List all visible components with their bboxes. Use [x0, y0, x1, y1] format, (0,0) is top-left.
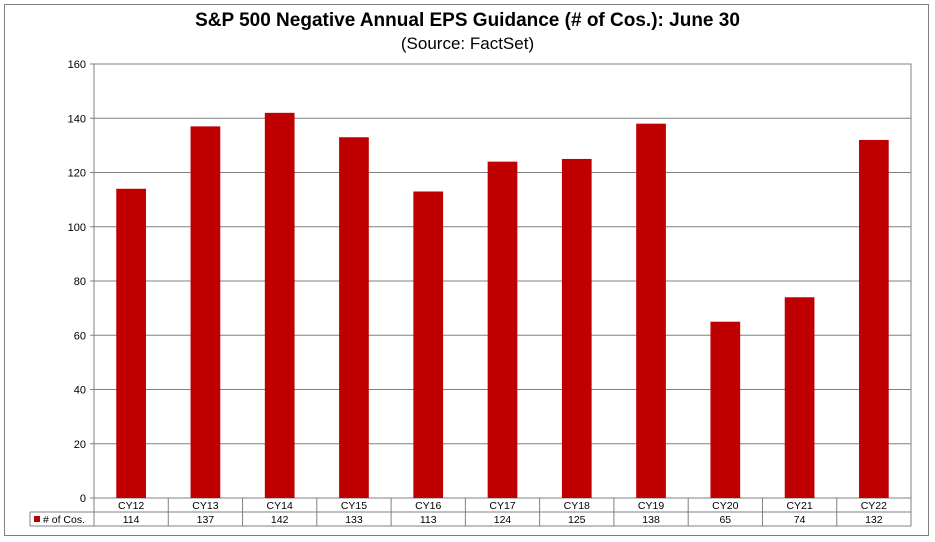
data-label: 132 [865, 514, 883, 526]
y-tick-label: 160 [68, 59, 86, 71]
category-label: CY12 [118, 500, 144, 512]
bar [190, 126, 221, 498]
legend-swatch [34, 516, 40, 522]
data-label: 133 [345, 514, 363, 526]
bar [636, 123, 666, 499]
data-label: 124 [494, 514, 512, 526]
y-tick-label: 20 [74, 439, 86, 451]
category-label: CY20 [712, 500, 738, 512]
category-label: CY14 [267, 500, 293, 512]
category-label: CY19 [638, 500, 664, 512]
data-label: 113 [420, 514, 437, 526]
y-tick-label: 0 [80, 493, 86, 505]
data-label: 137 [197, 514, 215, 526]
y-tick-label: 60 [74, 330, 86, 342]
y-tick-label: 140 [68, 113, 86, 125]
bar [784, 297, 815, 498]
bar [561, 158, 592, 498]
bar [487, 161, 518, 498]
category-label: CY16 [415, 500, 441, 512]
data-label: 125 [568, 514, 586, 526]
data-label: 138 [642, 514, 660, 526]
y-tick-label: 40 [74, 385, 86, 397]
bar [710, 321, 741, 498]
y-tick-label: 120 [68, 168, 86, 180]
data-label: 74 [794, 514, 806, 526]
legend-label: # of Cos. [43, 514, 85, 526]
category-label: CY22 [861, 500, 887, 512]
bar [413, 191, 444, 499]
bar [116, 188, 146, 498]
data-label: 114 [123, 514, 140, 526]
data-label: 142 [271, 514, 289, 526]
category-label: CY17 [489, 500, 515, 512]
bar [859, 139, 889, 498]
bar [339, 137, 369, 499]
y-tick-label: 100 [68, 222, 86, 234]
category-label: CY15 [341, 500, 367, 512]
category-label: CY21 [786, 500, 812, 512]
chart-subtitle: (Source: FactSet) [400, 34, 535, 53]
data-label: 65 [719, 514, 731, 526]
y-tick-label: 80 [74, 276, 86, 288]
category-label: CY13 [192, 500, 218, 512]
bar [264, 112, 295, 498]
chart-frame [4, 4, 929, 536]
chart-title: S&P 500 Negative Annual EPS Guidance (# … [195, 10, 740, 31]
category-label: CY18 [564, 500, 590, 512]
